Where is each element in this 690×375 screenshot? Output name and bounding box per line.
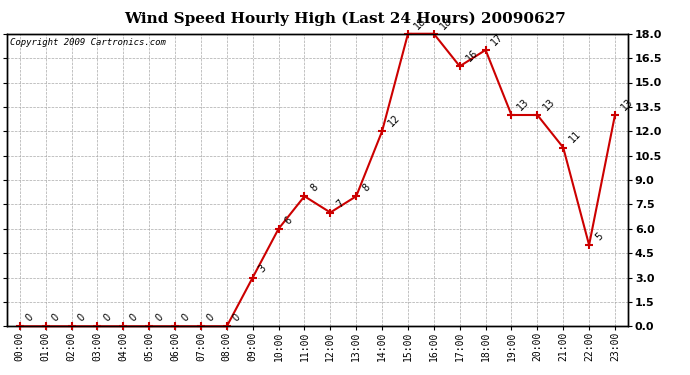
Text: 0: 0	[231, 312, 242, 324]
Text: 7: 7	[335, 198, 346, 210]
Text: 18: 18	[412, 15, 428, 31]
Text: 13: 13	[619, 96, 635, 112]
Text: 8: 8	[308, 182, 320, 194]
Text: 3: 3	[257, 263, 268, 275]
Text: Copyright 2009 Cartronics.com: Copyright 2009 Cartronics.com	[10, 38, 166, 47]
Text: 6: 6	[283, 214, 294, 226]
Text: 0: 0	[128, 312, 139, 324]
Text: 0: 0	[50, 312, 61, 324]
Text: 0: 0	[153, 312, 165, 324]
Text: 0: 0	[76, 312, 87, 324]
Text: 16: 16	[464, 48, 480, 63]
Text: 11: 11	[567, 129, 583, 145]
Text: 0: 0	[101, 312, 113, 324]
Text: 12: 12	[386, 112, 402, 129]
Text: 0: 0	[179, 312, 190, 324]
Text: 0: 0	[205, 312, 217, 324]
Text: 17: 17	[490, 32, 506, 47]
Text: 5: 5	[593, 231, 604, 242]
Text: 13: 13	[515, 96, 531, 112]
Text: 18: 18	[438, 15, 454, 31]
Text: 0: 0	[24, 312, 35, 324]
Text: Wind Speed Hourly High (Last 24 Hours) 20090627: Wind Speed Hourly High (Last 24 Hours) 2…	[124, 11, 566, 26]
Text: 8: 8	[360, 182, 372, 194]
Text: 13: 13	[542, 96, 558, 112]
